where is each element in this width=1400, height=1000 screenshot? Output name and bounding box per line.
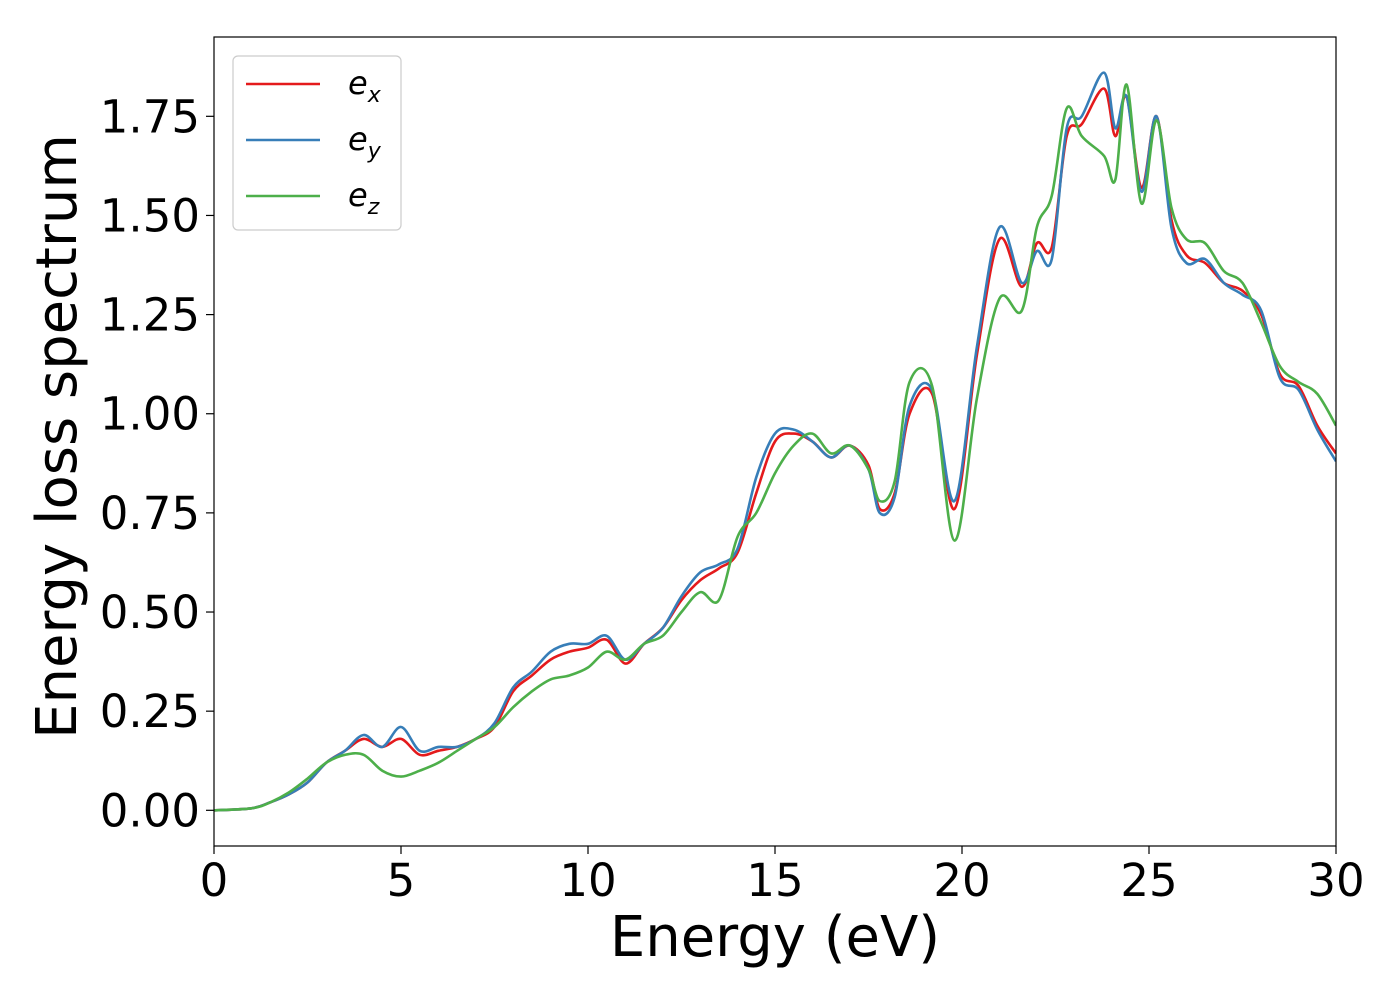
y-axis-ticks: 0.00 0.25 0.50 0.75 1.00 1.25 1.50 1.75 — [100, 90, 214, 837]
series-line-ey — [214, 71, 1336, 812]
y-tick-label: 1.00 — [100, 388, 200, 441]
y-tick-label: 1.50 — [100, 189, 200, 242]
x-tick-label: 30 — [1307, 854, 1364, 907]
y-tick-label: 0.25 — [100, 685, 200, 738]
legend-label-ey: ey — [348, 120, 382, 164]
y-axis-title: Energy loss spectrum — [25, 134, 90, 739]
x-axis-title: Energy (eV) — [610, 905, 940, 970]
x-axis-ticks: 0 5 10 15 20 25 30 — [200, 846, 1365, 907]
x-tick-label: 20 — [933, 854, 990, 907]
y-tick-label: 0.00 — [100, 784, 200, 837]
series-line-ez — [214, 83, 1336, 812]
x-tick-label: 0 — [200, 854, 229, 907]
legend-label-ex: ex — [348, 64, 382, 108]
series-layer — [214, 71, 1336, 812]
legend: ex ey ez — [232, 55, 402, 231]
legend-box — [232, 55, 402, 231]
legend-label-ez: ez — [348, 176, 380, 220]
y-tick-label: 0.50 — [100, 586, 200, 639]
x-tick-label: 15 — [746, 854, 803, 907]
x-tick-label: 25 — [1120, 854, 1177, 907]
plot-frame — [213, 36, 1337, 847]
y-tick-label: 1.25 — [100, 289, 200, 342]
y-tick-label: 0.75 — [100, 487, 200, 540]
x-tick-label: 5 — [387, 854, 416, 907]
x-tick-label: 10 — [559, 854, 616, 907]
y-tick-label: 1.75 — [100, 90, 200, 143]
